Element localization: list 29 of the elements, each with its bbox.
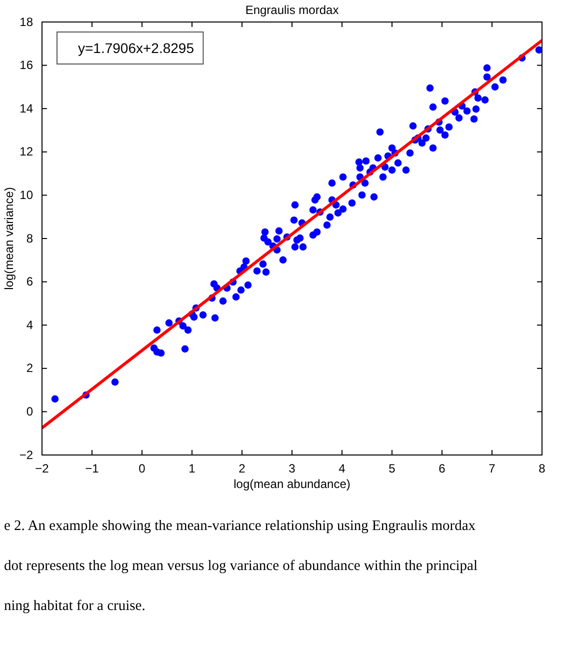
- x-tick-label: −1: [85, 462, 100, 476]
- y-tick-label: 16: [20, 58, 34, 72]
- text: e 2. An example showing the mean-variance relationship using Engraulis mordax: [4, 518, 476, 534]
- text: ning habitat for a cruise.: [4, 598, 146, 614]
- y-tick-label: 2: [26, 361, 34, 376]
- y-axis-title: log(mean variance): [2, 187, 16, 290]
- x-tick-label: 7: [488, 462, 496, 476]
- y-tick-label: 12: [20, 144, 34, 159]
- y-tick-label: 0: [26, 404, 34, 419]
- y-tick-label: 14: [20, 101, 34, 116]
- annotation: y=1.7906x+2.8295: [78, 40, 194, 56]
- x-tick-label: 5: [388, 462, 396, 476]
- chart-title: Engraulis mordax: [245, 3, 339, 17]
- y-tick-label: 18: [20, 14, 34, 29]
- text: dot represents the log mean versus log variance of abundance within the principal: [4, 558, 478, 574]
- y-tick-label: 4: [26, 318, 34, 332]
- x-tick-label: 8: [538, 462, 546, 476]
- x-tick-label: 6: [438, 462, 446, 476]
- x-tick-label: 4: [338, 462, 346, 476]
- y-tick-label: 6: [26, 274, 34, 289]
- x-tick-label: 3: [288, 462, 296, 476]
- x-tick-label: 1: [188, 462, 196, 476]
- x-axis-title: log(mean abundance): [234, 477, 350, 491]
- x-tick-label: −2: [35, 462, 50, 476]
- y-tick-label: 8: [26, 231, 34, 246]
- y-tick-label: −2: [19, 448, 34, 462]
- x-tick-label: 2: [238, 462, 246, 476]
- y-tick-label: 10: [20, 188, 34, 202]
- x-tick-label: 0: [138, 462, 146, 476]
